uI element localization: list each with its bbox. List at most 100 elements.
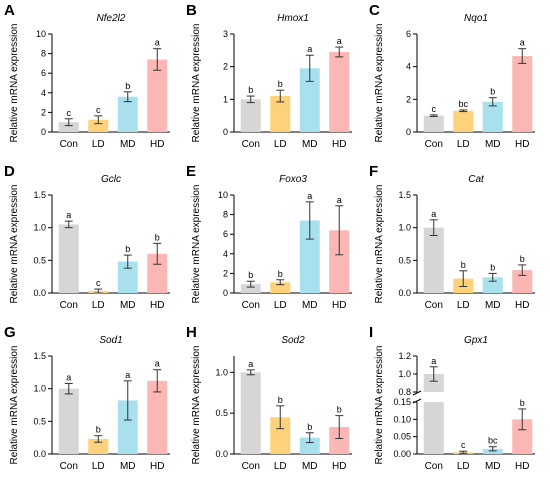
y-tick-label: 0.5 [215,408,228,418]
chart-title: Nfe2l2 [97,13,126,24]
bar-hd [329,230,350,293]
x-tick-label: Con [242,139,260,150]
x-tick-label: LD [457,139,470,150]
y-tick-label: 1.2 [398,351,411,361]
significance-label: a [431,209,436,219]
significance-label: c [432,104,437,114]
bar-con-upper [423,374,444,392]
significance-label: a [66,372,71,382]
significance-label: b [248,85,253,95]
bar-md [117,96,138,132]
x-tick-label: HD [332,300,346,311]
significance-label: c [461,440,466,450]
y-tick-label: 0.5 [398,255,411,265]
significance-label: b [278,79,283,89]
significance-label: a [155,38,160,48]
significance-label: b [520,254,525,264]
panel-letter: F [369,163,378,180]
significance-label: a [248,359,253,369]
y-tick-label: 4 [406,62,411,72]
y-axis-label: Relative mRNA expression [9,185,20,304]
panel-letter: G [4,324,16,341]
y-tick-label: 8 [41,49,46,59]
x-tick-label: MD [302,139,318,150]
bar-hd [147,380,168,454]
significance-label: b [337,405,342,415]
significance-label: b [278,395,283,405]
bar-con [58,388,79,454]
chart-panel-e: E Foxo3 Relative mRNA expression 0 2 4 6 8 10 b Co… [186,163,352,311]
bar-con [240,372,261,454]
x-tick-label: MD [485,461,501,472]
panel-letter: A [4,2,15,19]
bar-ld [88,438,109,454]
y-tick-label: 0 [223,288,228,298]
y-tick-label: 8 [223,210,228,220]
x-tick-label: HD [332,139,346,150]
x-tick-label: MD [485,139,501,150]
bar-md [117,261,138,293]
y-tick-label: 0 [406,127,411,137]
axis-break-mark [412,390,422,396]
significance-label: b [248,270,253,280]
significance-label: b [125,244,130,254]
y-tick-label: 1.5 [33,190,46,200]
x-tick-label: MD [485,300,501,311]
chart-panel-i: I Gpx1 Relative mRNA expression 0.00 0.05 0.1… [369,324,535,472]
y-tick-label: 2 [406,94,411,104]
bar-hd [147,59,168,133]
y-axis-label: Relative mRNA expression [374,24,385,143]
x-tick-label: LD [92,300,105,311]
y-tick-label: 1 [223,94,228,104]
chart-title: Hmox1 [277,13,309,24]
y-tick-label: 0.0 [398,288,411,298]
chart-title: Cat [468,174,485,185]
chart-title: Gclc [101,174,121,185]
x-tick-label: HD [150,300,164,311]
y-tick-label: 0 [223,127,228,137]
y-tick-label: 2 [223,62,228,72]
bar-ld [453,110,474,132]
bar-md [482,277,503,293]
y-tick-label: 6 [406,29,411,39]
significance-label: a [307,191,312,201]
y-tick-label: 1.0 [215,367,228,377]
bar-con [423,227,444,293]
significance-label: b [490,262,495,272]
panel-letter: H [186,324,197,341]
x-tick-label: MD [120,139,136,150]
x-tick-label: Con [60,139,78,150]
significance-label: b [125,81,130,91]
significance-label: b [96,425,101,435]
bar-md [117,400,138,454]
y-tick-label: 6 [223,229,228,239]
x-tick-label: LD [274,461,287,472]
bar-md [299,437,320,454]
y-axis-label: Relative mRNA expression [9,346,20,465]
y-tick-label: 0.10 [393,414,411,424]
significance-label: c [67,108,72,118]
bar-con [58,122,79,132]
x-tick-label: Con [425,461,443,472]
chart-title: Foxo3 [279,174,307,185]
y-tick-label: 1.5 [398,190,411,200]
x-tick-label: Con [242,300,260,311]
chart-title: Gpx1 [464,335,488,346]
y-tick-label: 4 [41,88,46,98]
significance-label: bc [458,99,468,109]
y-tick-label: 0 [41,127,46,137]
bar-hd [512,270,533,293]
significance-label: a [125,370,130,380]
x-tick-label: MD [302,461,318,472]
y-axis-label: Relative mRNA expression [9,24,20,143]
x-tick-label: LD [92,461,105,472]
y-tick-label: 1.0 [398,223,411,233]
panel-letter: C [369,2,380,19]
y-tick-label: 3 [223,29,228,39]
bar-con [240,284,261,293]
bar-hd [512,56,533,132]
significance-label: a [520,38,525,48]
chart-title: Sod2 [281,335,305,346]
x-tick-label: LD [457,461,470,472]
